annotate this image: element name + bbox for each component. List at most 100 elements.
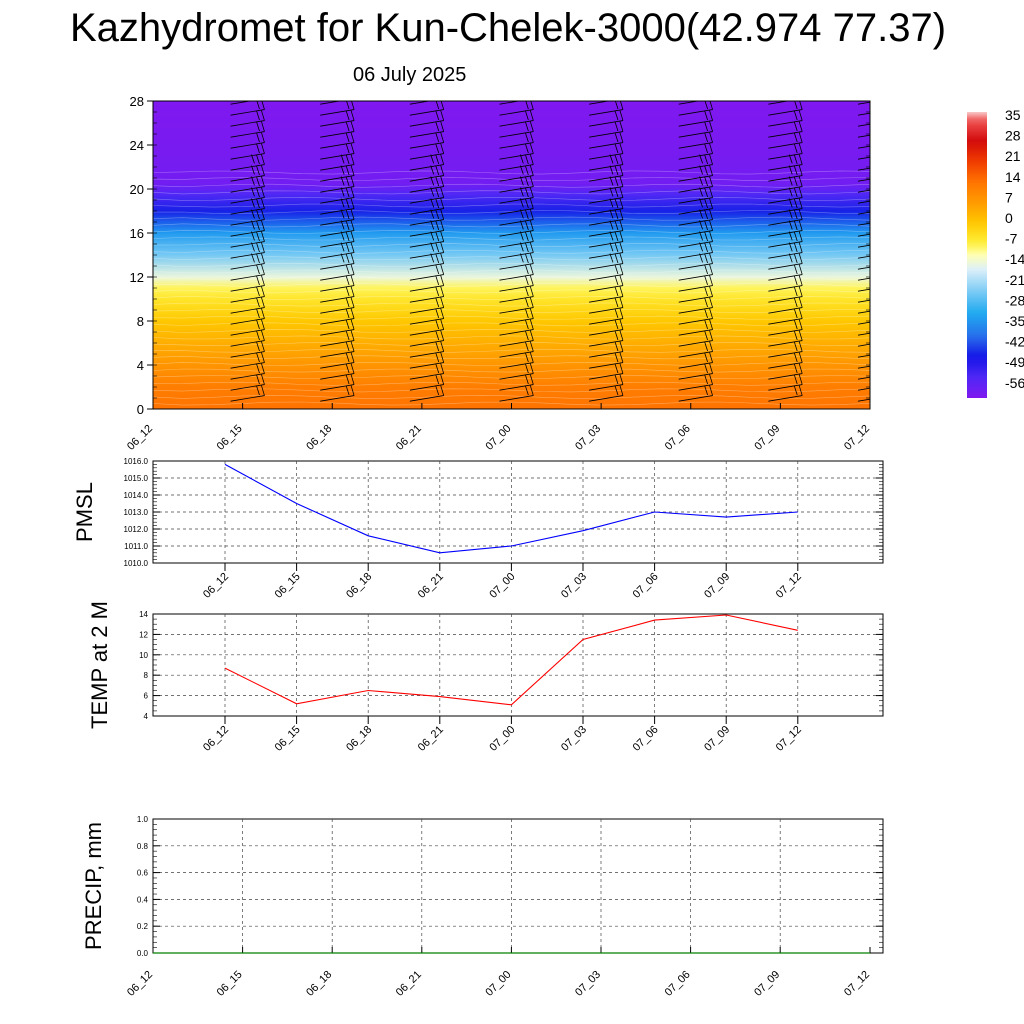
wind-barb [230, 154, 265, 171]
wind-barb [678, 110, 713, 127]
wind-barb-feather [350, 209, 355, 220]
wind-barb-shaft [409, 285, 444, 292]
y-tick-label: 1014.0 [124, 491, 149, 500]
wind-barb-feather [884, 210, 887, 219]
wind-barb [409, 143, 445, 160]
wind-barb-feather [793, 220, 798, 231]
wind-barb-shaft [589, 395, 624, 402]
wind-barb-feather [261, 297, 265, 308]
wind-barb-feather [256, 176, 260, 187]
wind-barb-shaft [230, 131, 265, 138]
wind-barb-feather [704, 264, 708, 275]
wind-barb-feather [879, 210, 882, 219]
wind-barb [320, 143, 355, 160]
wind-barb-shaft [768, 263, 803, 270]
x-tick-label: 06_18 [344, 724, 374, 754]
wind-barb-shaft [230, 395, 265, 402]
wind-barb-shaft [857, 354, 870, 358]
wind-barb-shaft [409, 241, 444, 248]
wind-barb-shaft [768, 120, 803, 127]
wind-barb-feather [261, 319, 265, 330]
wind-barb [857, 287, 892, 303]
wind-barb-shaft [230, 219, 265, 226]
wind-barb [857, 255, 870, 259]
wind-barb-shaft [589, 285, 624, 292]
contour-line [153, 368, 870, 373]
wind-barb [768, 209, 803, 226]
wind-barb-feather [435, 198, 440, 209]
wind-barb-shaft [409, 219, 444, 226]
wind-barb [678, 220, 713, 237]
y-tick-label: 8 [137, 314, 144, 329]
wind-barb-feather [889, 199, 892, 209]
wind-barb-shaft [320, 153, 355, 160]
wind-barb-feather [704, 352, 708, 363]
wind-barb-feather [704, 341, 708, 352]
wind-barb-feather [524, 165, 529, 176]
wind-barb-shaft [499, 186, 534, 193]
wind-barb-shaft [230, 197, 265, 204]
wind-barb-shaft [678, 241, 713, 248]
wind-barb-feather [440, 363, 445, 374]
wind-barb-shaft [320, 285, 355, 292]
wind-barb [768, 132, 803, 149]
wind-barb-shaft [768, 351, 803, 358]
y-tick-label: 14 [139, 610, 148, 619]
wind-barb-shaft [230, 164, 265, 171]
wind-barb [320, 330, 355, 347]
wind-barb-feather [889, 353, 892, 363]
wind-barb-feather [793, 374, 798, 385]
wind-barb-feather [704, 220, 708, 231]
wind-barb-feather [524, 385, 529, 396]
wind-barb-shaft [768, 241, 803, 248]
contour-line [153, 243, 870, 248]
x-tick-label: 07_03 [559, 724, 589, 754]
y-tick-label: 6 [144, 692, 149, 701]
wind-barb-feather [889, 89, 892, 99]
wind-barb-feather [261, 264, 265, 275]
wind-barb-feather [793, 110, 798, 121]
wind-barb-shaft [409, 318, 444, 325]
wind-barb-feather [709, 209, 713, 220]
contour-line [153, 348, 870, 353]
wind-barb-feather [614, 231, 619, 242]
wind-barb-feather [709, 253, 713, 264]
wind-barb-feather [529, 308, 534, 319]
wind-barb-feather [884, 166, 887, 175]
x-tick-label: 06_21 [416, 724, 446, 754]
wind-barb-feather [614, 253, 619, 264]
wind-barb-feather [345, 308, 350, 319]
wind-barb [589, 385, 624, 402]
wind-barb-shaft [678, 120, 713, 127]
wind-barb-feather [524, 253, 529, 264]
wind-barb [768, 352, 803, 369]
wind-barb [589, 297, 624, 314]
wind-barb-feather [256, 308, 260, 319]
wind-barb [678, 330, 713, 347]
wind-barb-feather [889, 287, 892, 297]
wind-barb-shaft [768, 164, 803, 171]
wind-barb-feather [529, 275, 534, 286]
wind-barb-feather [879, 177, 882, 186]
x-tick-label: 06_15 [273, 724, 303, 754]
wind-barb [409, 198, 445, 215]
wind-barb-feather [261, 253, 265, 264]
precip-panel: 0.0 0.2 0.4 0.6 0.8 1.0 06_12 06_15 06_18 06_21 07… [81, 815, 884, 999]
wind-barb-shaft [768, 219, 803, 226]
wind-barb-feather [261, 132, 265, 143]
wind-barb [678, 363, 713, 380]
panel-frame [152, 613, 884, 717]
wind-barb-feather [524, 275, 529, 286]
wind-barb-feather [704, 297, 708, 308]
wind-barb-feather [884, 188, 887, 197]
wind-barb-feather [524, 220, 529, 231]
y-tick-label: 0.8 [137, 842, 149, 851]
wind-barb-feather [345, 319, 350, 330]
wind-barb-feather [793, 363, 798, 374]
wind-barb [409, 297, 445, 314]
contour-line [153, 210, 870, 215]
wind-barb-shaft [409, 329, 444, 336]
wind-barb [320, 264, 355, 281]
wind-barb-feather [261, 176, 265, 187]
